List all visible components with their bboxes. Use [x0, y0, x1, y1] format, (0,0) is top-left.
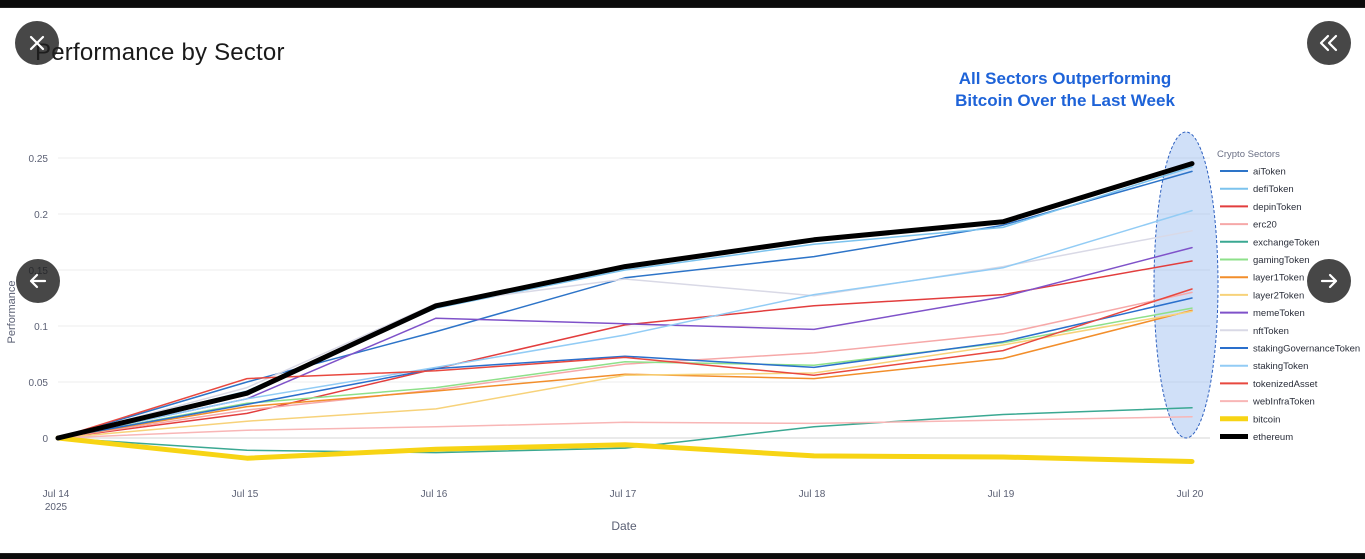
y-axis-title: Performance [6, 281, 18, 344]
series-line-aiToken [57, 170, 1193, 439]
legend-label-tokenizedAsset: tokenizedAsset [1253, 379, 1318, 390]
y-tick-label: 0.25 [29, 154, 49, 165]
series-line-nftToken [57, 230, 1193, 439]
legend-label-layer1Token: layer1Token [1253, 273, 1304, 284]
legend-label-stakingToken: stakingToken [1253, 361, 1308, 372]
series-line-stakingGovernanceToken [57, 297, 1193, 439]
series-line-depinToken [57, 260, 1193, 439]
y-tick-label: 0.05 [29, 378, 49, 389]
highlight-ellipse [1153, 131, 1219, 439]
next-image-button[interactable] [1307, 259, 1351, 303]
legend-title: Crypto Sectors [1217, 149, 1280, 160]
legend-label-layer2Token: layer2Token [1253, 290, 1304, 301]
x-tick-label-year: 2025 [45, 502, 68, 513]
legend-label-defiToken: defiToken [1253, 184, 1294, 195]
annotation-line-2: Bitcoin Over the Last Week [955, 91, 1175, 110]
series-line-webInfraToken [57, 415, 1193, 439]
series-line-erc20 [57, 291, 1193, 439]
series-line-bitcoin [55, 435, 1195, 464]
x-tick-label: Jul 14 [43, 489, 70, 500]
x-tick-label: Jul 18 [799, 489, 826, 500]
legend-label-stakingGovernanceToken: stakingGovernanceToken [1253, 344, 1360, 355]
arrow-left-icon [29, 273, 47, 289]
x-tick-label: Jul 16 [421, 489, 448, 500]
chart-title: Performance by Sector [35, 39, 285, 66]
series-line-ethereum [55, 161, 1195, 441]
chart-annotation: All Sectors Outperforming Bitcoin Over t… [925, 68, 1205, 112]
series-line-gamingToken [57, 307, 1193, 439]
legend-label-exchangeToken: exchangeToken [1253, 237, 1320, 248]
legend-label-depinToken: depinToken [1253, 202, 1302, 213]
series-line-stakingToken [57, 209, 1193, 439]
legend-label-webInfraToken: webInfraToken [1252, 397, 1315, 408]
x-tick-label: Jul 20 [1177, 489, 1204, 500]
legend-label-memeToken: memeToken [1253, 308, 1305, 319]
image-viewer-frame: Performance by Sector All Sectors Outper… [0, 7, 1365, 554]
legend-label-aiToken: aiToken [1253, 167, 1286, 178]
chevron-double-left-icon [1319, 34, 1338, 52]
x-axis-title: Date [611, 519, 637, 533]
legend-label-nftToken: nftToken [1253, 326, 1289, 337]
series-line-exchangeToken [57, 407, 1193, 454]
legend-label-erc20: erc20 [1253, 220, 1277, 231]
y-tick-label: 0.2 [34, 210, 48, 221]
legend-label-ethereum: ethereum [1253, 432, 1293, 443]
series-line-layer1Token [57, 309, 1193, 439]
previous-image-button[interactable] [16, 259, 60, 303]
close-button[interactable] [15, 21, 59, 65]
x-tick-label: Jul 15 [232, 489, 259, 500]
annotation-line-1: All Sectors Outperforming [958, 69, 1172, 88]
legend-label-gamingToken: gamingToken [1253, 255, 1310, 266]
collapse-button[interactable] [1307, 21, 1351, 65]
legend-label-bitcoin: bitcoin [1253, 414, 1280, 425]
y-tick-label: 0.1 [34, 322, 48, 333]
series-line-layer2Token [57, 310, 1193, 439]
series-line-tokenizedAsset [57, 288, 1193, 439]
x-tick-label: Jul 17 [610, 489, 637, 500]
arrow-right-icon [1320, 273, 1338, 289]
close-icon [29, 35, 45, 51]
y-tick-label: 0 [42, 434, 48, 445]
x-tick-label: Jul 19 [988, 489, 1015, 500]
